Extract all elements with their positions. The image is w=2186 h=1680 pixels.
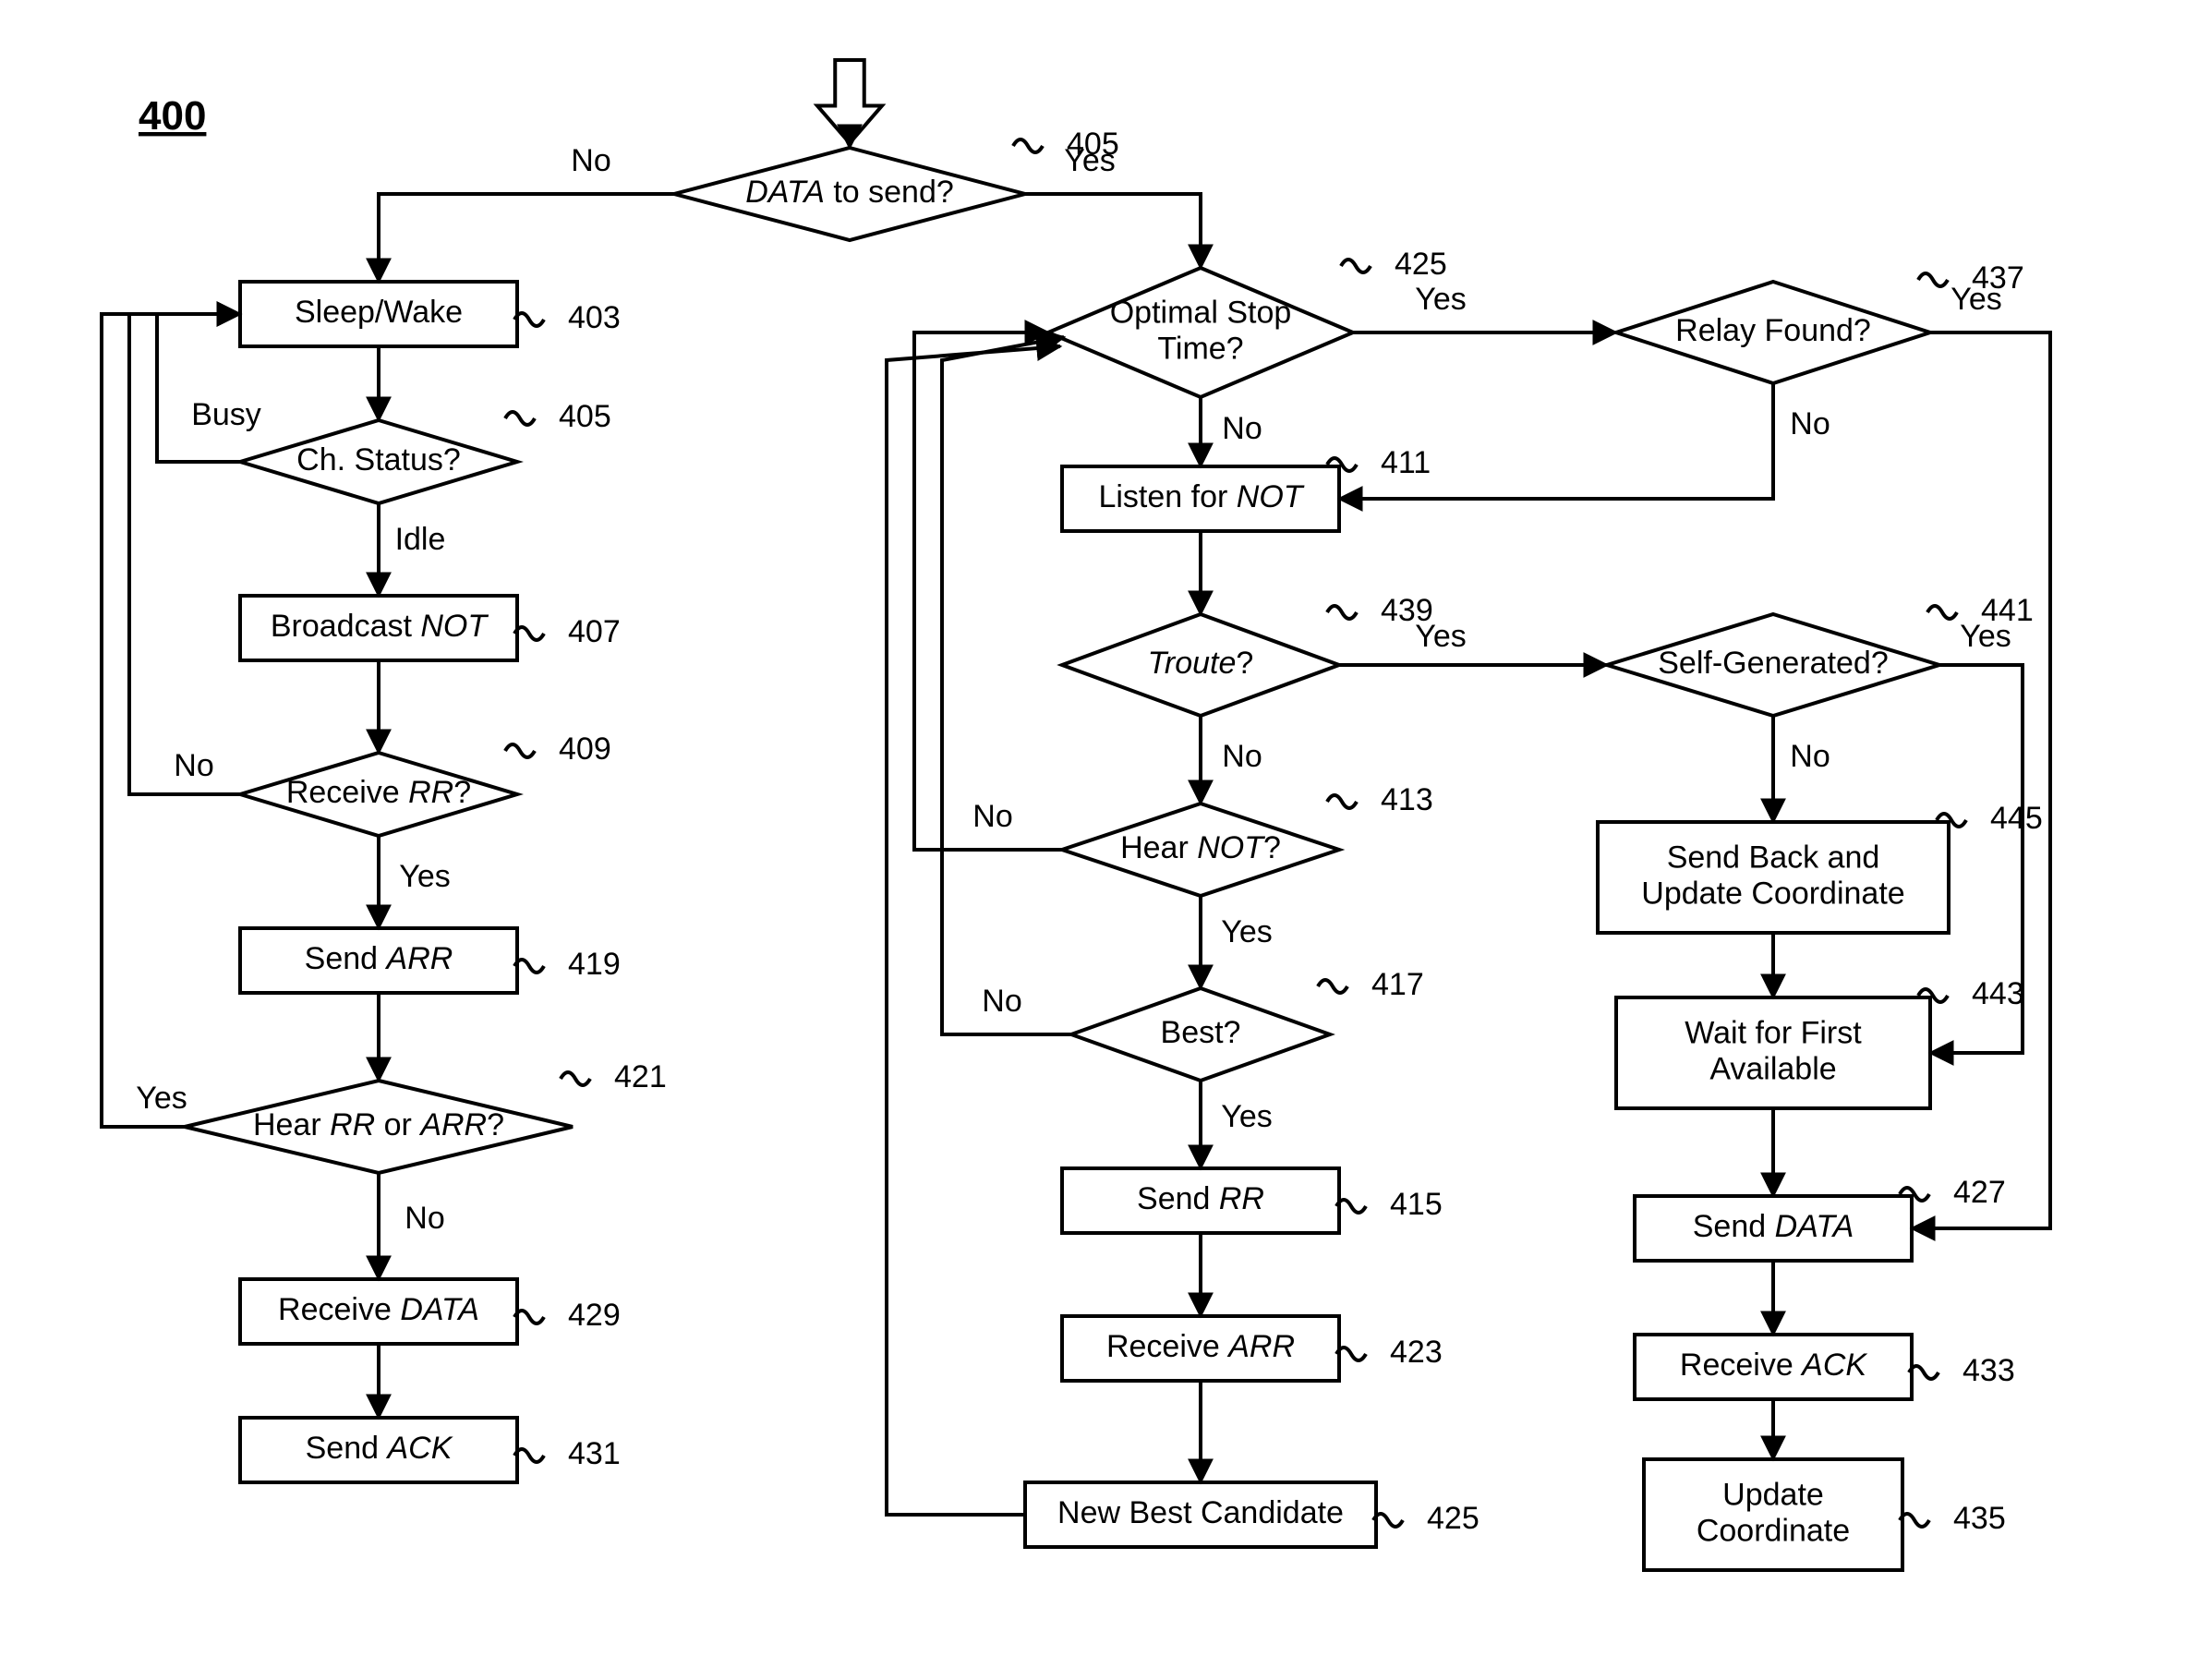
- b445-label: Send Back andUpdate Coordinate: [1641, 840, 1904, 911]
- b403-label: Sleep/Wake: [295, 295, 463, 330]
- d405-label: DATA to send?: [745, 175, 954, 210]
- b445-ref: 445: [1990, 801, 2043, 836]
- edge-d405-d425-2: [1025, 194, 1201, 268]
- edge-label-11: No: [405, 1201, 444, 1236]
- edge-label-18: Yes: [1415, 619, 1466, 654]
- b411-label: Listen for NOT: [1098, 479, 1304, 514]
- edge-label-23: Yes: [1221, 1099, 1272, 1134]
- b435-ref: 435: [1953, 1501, 2006, 1536]
- b433-ref: 433: [1963, 1353, 2015, 1388]
- d421-ref: 421: [614, 1059, 667, 1094]
- edge-label-8: Yes: [399, 859, 450, 894]
- d405b-label: Ch. Status?: [296, 442, 461, 477]
- b415-ref: 415: [1390, 1187, 1443, 1222]
- d441-label: Self-Generated?: [1658, 646, 1889, 681]
- b431-label: Send ACK: [306, 1431, 453, 1466]
- d409-label: Receive RR?: [286, 775, 471, 810]
- b429-label: Receive DATA: [278, 1292, 479, 1327]
- edge-label-4: Busy: [191, 397, 261, 432]
- b427-ref: 427: [1953, 1175, 2006, 1210]
- edge-d405b-b403-4: [157, 314, 240, 462]
- edge-label-28: No: [1790, 739, 1830, 774]
- edge-label-10: Yes: [136, 1081, 187, 1116]
- edge-d405-b403-1: [379, 194, 674, 282]
- b427-label: Send DATA: [1693, 1209, 1854, 1244]
- edge-d421-b403-10: [102, 314, 240, 1127]
- edge-d437-b427-15: [1912, 332, 2050, 1228]
- figure-label: 400: [139, 93, 206, 139]
- b443-label: Wait for FirstAvailable: [1685, 1015, 1862, 1086]
- edge-label-27: Yes: [1960, 619, 2011, 654]
- d425-ref: 425: [1395, 247, 1447, 282]
- d413-ref: 413: [1381, 782, 1433, 817]
- d437-label: Relay Found?: [1675, 313, 1871, 348]
- b425b-ref: 425: [1427, 1501, 1479, 1536]
- edge-label-21: Yes: [1221, 914, 1272, 949]
- edge-label-19: No: [1222, 739, 1262, 774]
- d409-ref: 409: [559, 731, 611, 767]
- b425b-label: New Best Candidate: [1057, 1495, 1344, 1530]
- edge-label-7: No: [174, 748, 213, 783]
- edge-label-16: No: [1790, 406, 1830, 441]
- edge-label-22: No: [982, 984, 1021, 1019]
- edge-label-14: Yes: [1415, 282, 1466, 317]
- b419-ref: 419: [568, 947, 621, 982]
- b407-label: Broadcast NOT: [271, 609, 489, 644]
- edge-label-20: No: [972, 799, 1012, 834]
- edge-label-15: Yes: [1950, 282, 2001, 317]
- d421-label: Hear RR or ARR?: [253, 1107, 504, 1142]
- b415-label: Send RR: [1137, 1181, 1264, 1216]
- edge-label-2: Yes: [1064, 143, 1115, 178]
- b411-ref: 411: [1381, 445, 1431, 480]
- edge-d417-d425-22: [942, 337, 1071, 1034]
- d405b-ref: 405: [559, 399, 611, 434]
- d417-label: Best?: [1161, 1015, 1241, 1050]
- b423-label: Receive ARR: [1106, 1329, 1295, 1364]
- b423-ref: 423: [1390, 1335, 1443, 1370]
- edge-d409-b403-7: [129, 314, 240, 794]
- edge-d413-d425-20: [914, 332, 1062, 850]
- edge-label-5: Idle: [395, 522, 446, 557]
- edge-label-1: No: [571, 143, 610, 178]
- d439-label: Troute?: [1148, 646, 1254, 681]
- start-arrow: [817, 60, 882, 143]
- edge-label-13: No: [1222, 411, 1262, 446]
- b429-ref: 429: [568, 1298, 621, 1333]
- d413-label: Hear NOT?: [1120, 830, 1281, 865]
- b443-ref: 443: [1972, 976, 2024, 1011]
- b407-ref: 407: [568, 614, 621, 649]
- edge-d437-b411-16: [1339, 383, 1773, 499]
- d417-ref: 417: [1371, 967, 1424, 1002]
- b431-ref: 431: [568, 1436, 621, 1471]
- b419-label: Send ARR: [305, 941, 453, 976]
- b403-ref: 403: [568, 300, 621, 335]
- b433-label: Receive ACK: [1680, 1348, 1868, 1383]
